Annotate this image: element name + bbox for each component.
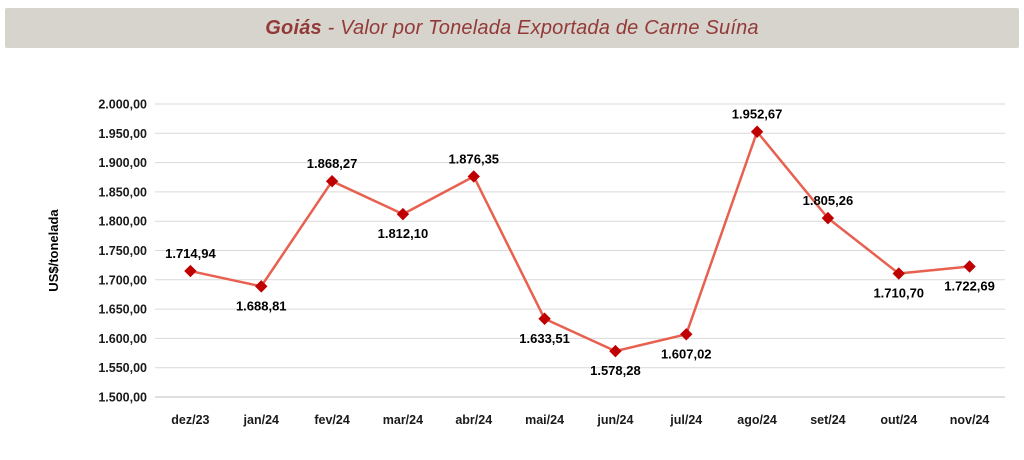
x-tick-label: mai/24 (525, 413, 564, 427)
y-tick-label: 1.600,00 (98, 332, 147, 346)
y-tick-label: 1.850,00 (98, 185, 147, 199)
data-point-label: 1.578,28 (590, 363, 641, 378)
data-point-marker (255, 280, 268, 293)
x-tick-label: mar/24 (383, 413, 423, 427)
data-point-label: 1.722,69 (944, 279, 995, 294)
x-tick-label: jan/24 (243, 413, 279, 427)
x-tick-label: jun/24 (596, 413, 633, 427)
data-point-marker (680, 328, 693, 341)
data-point-label: 1.868,27 (307, 156, 358, 171)
data-point-label: 1.710,70 (873, 286, 924, 301)
x-tick-label: jul/24 (669, 413, 702, 427)
data-point-marker (538, 312, 551, 325)
data-point-label: 1.952,67 (732, 107, 783, 122)
y-tick-label: 1.650,00 (98, 303, 147, 317)
y-tick-label: 2.000,00 (98, 98, 147, 112)
data-point-marker (396, 207, 410, 221)
chart-area: 1.500,00 1.550,00 1.600,00 1.650,00 1.700,00… (0, 62, 1024, 447)
data-point-marker (750, 125, 764, 138)
x-tick-label: nov/24 (950, 413, 990, 427)
y-tick-label: 1.700,00 (98, 273, 147, 287)
data-point-marker (184, 264, 197, 278)
data-point-label: 1.805,26 (803, 193, 854, 208)
y-tick-label: 1.800,00 (98, 215, 147, 229)
line-chart: 1.500,00 1.550,00 1.600,00 1.650,00 1.700,00… (46, 98, 1005, 427)
y-tick-label: 1.950,00 (98, 127, 147, 141)
data-point-marker (609, 344, 622, 358)
chart-title-bar: Goiás - Valor por Tonelada Exportada de … (5, 8, 1019, 48)
data-point-label: 1.688,81 (236, 298, 287, 313)
y-tick-label: 1.900,00 (98, 156, 147, 170)
x-tick-label: dez/23 (171, 413, 209, 427)
data-point-label: 1.607,02 (661, 346, 712, 361)
chart-title-emphasis: Goiás (265, 16, 322, 39)
y-tick-label: 1.750,00 (98, 244, 147, 258)
data-line (189, 130, 971, 353)
data-point-label: 1.812,10 (378, 226, 429, 241)
data-point-marker (325, 174, 339, 188)
data-point-label: 1.633,51 (519, 331, 570, 346)
x-tick-label: abr/24 (455, 413, 492, 427)
data-point-marker (467, 170, 480, 183)
y-tick-label: 1.500,00 (98, 391, 147, 405)
x-tick-label: out/24 (880, 413, 917, 427)
data-point-marker (821, 211, 835, 225)
data-point-label: 1.714,94 (165, 246, 216, 261)
data-point-label: 1.876,35 (448, 151, 499, 166)
y-axis-title: US$/tonelada (46, 209, 61, 292)
x-tick-label: ago/24 (737, 413, 777, 427)
x-tick-label: set/24 (810, 413, 845, 427)
chart-title-rest: - Valor por Tonelada Exportada de Carne … (321, 16, 759, 39)
chart-title: Goiás - Valor por Tonelada Exportada de … (265, 17, 758, 40)
data-point-marker (963, 260, 976, 273)
y-tick-label: 1.550,00 (98, 361, 147, 375)
data-point-marker (892, 267, 905, 280)
x-tick-label: fev/24 (314, 413, 349, 427)
